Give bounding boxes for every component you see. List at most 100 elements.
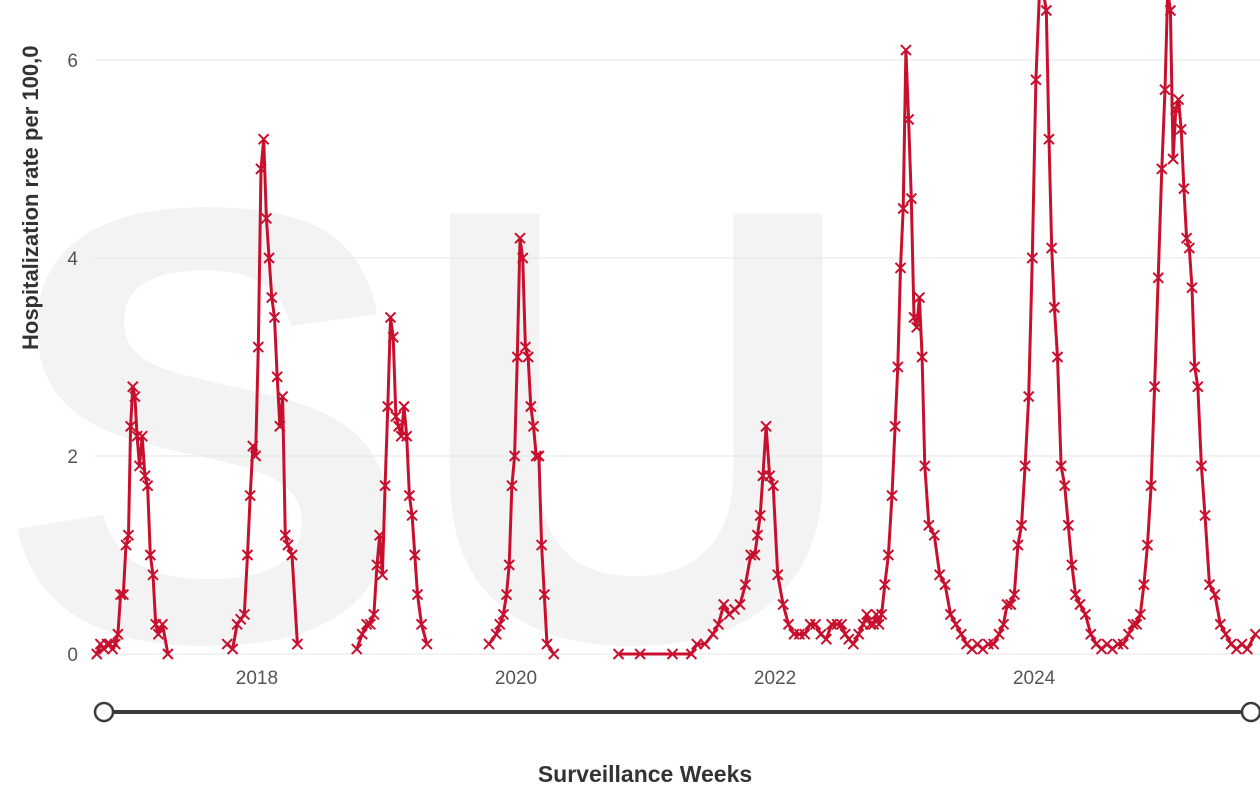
data-point-marker[interactable] (1134, 608, 1146, 621)
data-point-marker[interactable] (114, 588, 127, 601)
data-point-marker[interactable] (1012, 539, 1024, 551)
data-point-marker[interactable] (368, 608, 380, 621)
data-point-marker[interactable] (1069, 588, 1082, 601)
range-slider[interactable] (93, 701, 1260, 723)
data-point-marker[interactable] (1055, 460, 1067, 472)
data-point-marker[interactable] (894, 262, 907, 274)
data-point-marker[interactable] (1122, 628, 1135, 640)
data-point-marker[interactable] (506, 479, 518, 492)
data-point-marker[interactable] (852, 628, 865, 640)
data-point-marker[interactable] (754, 509, 766, 522)
data-point-marker[interactable] (777, 598, 789, 611)
data-point-marker[interactable] (403, 489, 416, 502)
data-point-marker[interactable] (508, 450, 521, 462)
data-point-marker[interactable] (1167, 153, 1179, 165)
data-point-marker[interactable] (699, 638, 711, 650)
data-point-marker[interactable] (1156, 163, 1168, 175)
data-point-marker[interactable] (718, 598, 730, 611)
data-point-marker[interactable] (519, 341, 532, 353)
data-point-marker[interactable] (1117, 638, 1129, 650)
data-point-marker[interactable] (266, 291, 278, 304)
data-point-marker[interactable] (691, 638, 703, 650)
data-point-marker[interactable] (514, 232, 526, 244)
data-point-marker[interactable] (1019, 460, 1031, 472)
data-point-marker[interactable] (1186, 281, 1198, 294)
data-point-marker[interactable] (415, 618, 428, 631)
data-point-marker[interactable] (882, 549, 895, 561)
data-point-marker[interactable] (226, 643, 239, 655)
data-point-marker[interactable] (483, 638, 495, 650)
data-point-marker[interactable] (772, 569, 784, 581)
data-point-marker[interactable] (133, 460, 146, 472)
data-point-marker[interactable] (1023, 390, 1035, 403)
data-point-marker[interactable] (497, 608, 510, 621)
data-point-marker[interactable] (127, 380, 139, 393)
data-point-marker[interactable] (276, 390, 289, 403)
data-point-marker[interactable] (889, 420, 901, 433)
data-point-marker[interactable] (767, 479, 779, 492)
data-point-marker[interactable] (799, 628, 811, 640)
data-point-marker[interactable] (993, 628, 1005, 640)
data-point-marker[interactable] (291, 638, 304, 650)
data-point-marker[interactable] (751, 529, 764, 541)
data-point-marker[interactable] (875, 608, 888, 621)
data-point-marker[interactable] (271, 371, 283, 383)
data-point-marker[interactable] (897, 202, 909, 215)
data-point-marker[interactable] (1159, 83, 1171, 96)
data-point-marker[interactable] (162, 648, 174, 660)
data-point-marker[interactable] (1074, 598, 1086, 611)
data-point-marker[interactable] (749, 549, 761, 561)
data-point-marker[interactable] (538, 588, 551, 601)
data-point-marker[interactable] (409, 549, 421, 561)
data-point-marker[interactable] (1008, 588, 1021, 601)
data-point-marker[interactable] (490, 628, 502, 640)
data-point-marker[interactable] (249, 450, 262, 462)
data-point-marker[interactable] (390, 410, 402, 423)
data-point-marker[interactable] (905, 192, 918, 205)
data-point-marker[interactable] (913, 291, 926, 304)
data-point-marker[interactable] (820, 633, 833, 645)
data-point-marker[interactable] (944, 608, 957, 621)
data-point-marker[interactable] (274, 420, 286, 433)
data-point-marker[interactable] (503, 559, 515, 571)
data-point-marker[interactable] (1066, 559, 1078, 571)
data-point-marker[interactable] (612, 648, 625, 660)
data-point-marker[interactable] (398, 400, 410, 413)
data-point-marker[interactable] (1085, 628, 1097, 640)
data-point-marker[interactable] (809, 618, 822, 631)
data-point-marker[interactable] (517, 252, 529, 264)
data-point-marker[interactable] (916, 351, 928, 363)
data-point-marker[interactable] (356, 628, 368, 640)
data-point-marker[interactable] (1172, 93, 1185, 106)
data-point-marker[interactable] (919, 460, 931, 472)
data-point-marker[interactable] (1220, 628, 1232, 640)
data-point-marker[interactable] (864, 618, 877, 631)
data-point-marker[interactable] (364, 618, 376, 631)
data-point-marker[interactable] (1180, 232, 1193, 244)
data-point-marker[interactable] (268, 311, 281, 324)
data-point-marker[interactable] (1079, 608, 1092, 621)
data-point-marker[interactable] (351, 643, 363, 655)
data-point-marker[interactable] (1030, 74, 1042, 86)
data-point-marker[interactable] (939, 578, 951, 591)
data-point-marker[interactable] (1005, 598, 1017, 611)
data-point-marker[interactable] (831, 618, 843, 631)
data-point-marker[interactable] (527, 420, 540, 433)
data-point-marker[interactable] (1040, 4, 1052, 17)
data-point-marker[interactable] (252, 341, 264, 353)
data-point-marker[interactable] (1195, 460, 1208, 472)
data-point-marker[interactable] (1175, 123, 1187, 136)
data-point-marker[interactable] (373, 529, 386, 541)
data-point-marker[interactable] (1043, 133, 1055, 145)
data-point-marker[interactable] (879, 578, 891, 591)
data-point-marker[interactable] (1001, 598, 1013, 611)
data-point-marker[interactable] (950, 618, 962, 631)
data-point-marker[interactable] (1188, 361, 1201, 373)
data-point-marker[interactable] (387, 331, 399, 343)
data-point-marker[interactable] (1145, 479, 1157, 492)
data-point-marker[interactable] (1164, 4, 1177, 17)
data-point-marker[interactable] (1209, 588, 1221, 601)
data-point-marker[interactable] (376, 569, 389, 581)
data-point-marker[interactable] (1170, 103, 1182, 116)
data-point-marker[interactable] (279, 529, 291, 541)
